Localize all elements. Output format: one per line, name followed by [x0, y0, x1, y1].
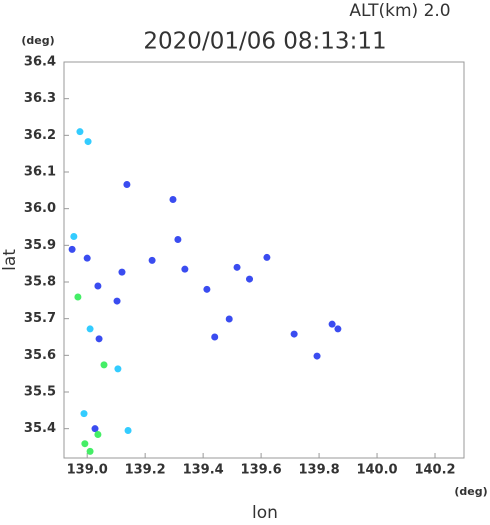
echo-point — [94, 431, 102, 439]
echo-point — [174, 235, 182, 243]
echo-point — [181, 265, 189, 273]
echo-point — [225, 315, 233, 323]
x-tick-label: 139.4 — [183, 463, 224, 478]
y-unit: (deg) — [21, 34, 54, 47]
x-unit: (deg) — [454, 485, 487, 498]
echo-point — [74, 293, 82, 301]
subtitle: ALT(km) 2.0 — [349, 1, 450, 21]
echo-point — [114, 365, 122, 373]
echo-point — [91, 425, 99, 433]
echo-point — [334, 325, 342, 333]
echo-point — [94, 282, 102, 290]
y-tick-label: 36.1 — [24, 165, 56, 180]
y-tick-label: 35.5 — [24, 385, 56, 400]
plot-frame — [63, 61, 465, 459]
y-tick-label: 35.6 — [24, 348, 56, 363]
y-tick-label: 35.7 — [24, 311, 56, 326]
x-tick-label: 139.6 — [241, 463, 282, 478]
echo-point — [246, 275, 254, 283]
echo-point — [211, 333, 219, 341]
echo-point — [328, 320, 336, 328]
echo-point — [113, 297, 121, 305]
echo-point — [68, 245, 76, 253]
echo-point — [95, 335, 103, 343]
echo-point — [203, 285, 211, 293]
x-tick-label: 140.0 — [356, 463, 397, 478]
echo-point — [118, 268, 126, 276]
x-tick-label: 140.2 — [414, 463, 455, 478]
x-tick-label: 139.8 — [299, 463, 340, 478]
echo-point — [148, 256, 156, 264]
y-tick-label: 35.9 — [24, 238, 56, 253]
echo-point — [263, 253, 271, 261]
echo-point — [80, 410, 88, 418]
echo-point — [233, 263, 241, 271]
echo-point — [100, 361, 108, 369]
echo-point — [76, 128, 84, 136]
y-tick-label: 36.4 — [24, 55, 56, 70]
echo-point — [84, 138, 92, 146]
echo-point — [290, 330, 298, 338]
x-tick-label: 139.0 — [67, 463, 108, 478]
x-tick-label: 139.2 — [125, 463, 166, 478]
echo-point — [81, 440, 89, 448]
chart-title: 2020/01/06 08:13:11 — [143, 29, 386, 55]
y-tick-label: 36.3 — [24, 91, 56, 106]
echo-point — [123, 180, 131, 188]
x-axis-label: lon — [252, 503, 278, 521]
y-tick-label: 36.0 — [24, 201, 56, 216]
echo-point — [169, 196, 177, 203]
echo-point — [313, 352, 321, 360]
y-axis-label: lat — [0, 249, 20, 271]
y-tick-label: 36.2 — [24, 128, 56, 143]
echo-point — [124, 427, 132, 434]
echo-point — [83, 254, 91, 262]
echo-point — [70, 233, 78, 241]
echo-point — [86, 325, 94, 333]
y-tick-label: 35.4 — [24, 421, 56, 436]
echo-point — [86, 447, 94, 455]
y-tick-label: 35.8 — [24, 275, 56, 290]
